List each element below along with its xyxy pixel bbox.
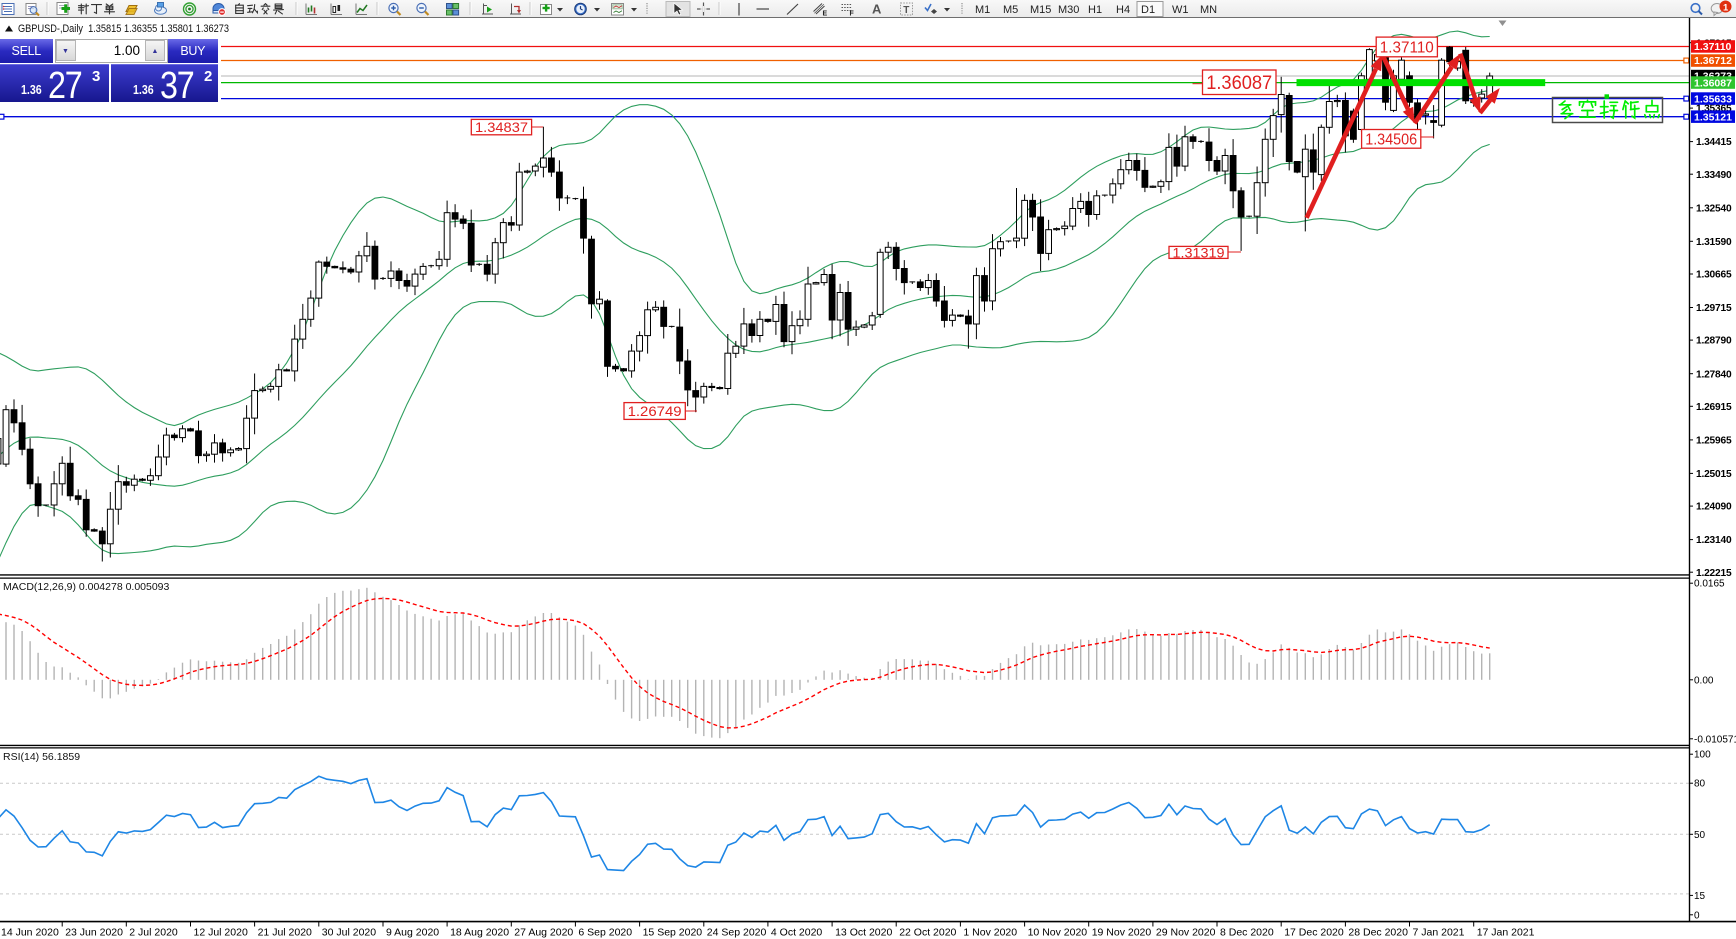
svg-text:18 Aug 2020: 18 Aug 2020 (450, 927, 509, 939)
svg-text:1.34506: 1.34506 (1365, 132, 1417, 149)
svg-text:A: A (872, 2, 882, 17)
svg-text:28 Dec 2020: 28 Dec 2020 (1348, 927, 1408, 939)
svg-text:1.35121: 1.35121 (1694, 111, 1732, 123)
svg-text:1.28790: 1.28790 (1696, 336, 1732, 347)
svg-text:1.36087: 1.36087 (1694, 77, 1732, 89)
svg-text:80: 80 (1694, 779, 1706, 790)
svg-text:1.36712: 1.36712 (1694, 55, 1732, 67)
svg-text:1.33490: 1.33490 (1696, 170, 1732, 181)
svg-text:4 Oct 2020: 4 Oct 2020 (771, 927, 823, 939)
svg-text:1.26749: 1.26749 (628, 403, 682, 419)
svg-text:21 Jul 2020: 21 Jul 2020 (258, 927, 312, 939)
svg-text:100: 100 (1694, 750, 1711, 761)
svg-text:22 Oct 2020: 22 Oct 2020 (899, 927, 956, 939)
svg-text:29 Nov 2020: 29 Nov 2020 (1156, 927, 1216, 939)
svg-text:17 Dec 2020: 17 Dec 2020 (1284, 927, 1344, 939)
svg-text:23 Jun 2020: 23 Jun 2020 (65, 927, 123, 939)
svg-text:T: T (903, 5, 909, 16)
svg-text:0.0165: 0.0165 (1694, 579, 1725, 590)
svg-text:1.34415: 1.34415 (1696, 137, 1732, 148)
svg-text:M1: M1 (975, 4, 990, 16)
svg-text:1.24090: 1.24090 (1696, 502, 1732, 513)
svg-text:13 Oct 2020: 13 Oct 2020 (835, 927, 892, 939)
svg-text:1.25965: 1.25965 (1696, 436, 1732, 447)
svg-text:1.35365: 1.35365 (1696, 104, 1732, 115)
svg-text:1 Nov 2020: 1 Nov 2020 (963, 927, 1017, 939)
svg-text:1.31590: 1.31590 (1696, 237, 1732, 248)
svg-text:F: F (850, 11, 855, 18)
svg-text:24 Sep 2020: 24 Sep 2020 (707, 927, 767, 939)
svg-text:H1: H1 (1088, 4, 1102, 16)
svg-text:D1: D1 (1141, 4, 1155, 16)
svg-text:W1: W1 (1172, 4, 1189, 16)
svg-text:1.31319: 1.31319 (1173, 244, 1225, 260)
svg-text:GBPUSD-,Daily 1.35815 1.36355: GBPUSD-,Daily 1.35815 1.36355 1.35801 1.… (18, 23, 229, 35)
svg-text:1.35633: 1.35633 (1694, 93, 1732, 105)
svg-text:12 Jul 2020: 12 Jul 2020 (194, 927, 248, 939)
svg-text:50: 50 (1694, 830, 1706, 841)
svg-text:1.22215: 1.22215 (1696, 568, 1732, 579)
svg-text:-0.010571: -0.010571 (1694, 734, 1736, 745)
svg-text:1.37110: 1.37110 (1380, 40, 1434, 57)
svg-text:15 Sep 2020: 15 Sep 2020 (643, 927, 703, 939)
svg-text:15: 15 (1694, 891, 1706, 902)
svg-text:17 Jan 2021: 17 Jan 2021 (1477, 927, 1535, 939)
svg-text:7 Jan 2021: 7 Jan 2021 (1413, 927, 1465, 939)
svg-text:27 Aug 2020: 27 Aug 2020 (514, 927, 573, 939)
svg-text:6 Sep 2020: 6 Sep 2020 (578, 927, 632, 939)
svg-text:1.36087: 1.36087 (1206, 73, 1272, 94)
svg-text:9 Aug 2020: 9 Aug 2020 (386, 927, 439, 939)
svg-text:0: 0 (1694, 910, 1700, 921)
svg-text:1.30665: 1.30665 (1696, 270, 1732, 281)
svg-text:1: 1 (1723, 3, 1729, 14)
svg-text:1.27840: 1.27840 (1696, 369, 1732, 380)
svg-text:M30: M30 (1058, 4, 1079, 16)
svg-text:E: E (823, 11, 828, 18)
svg-text:0.00: 0.00 (1694, 675, 1714, 686)
svg-text:H4: H4 (1116, 4, 1130, 16)
svg-text:1.26915: 1.26915 (1696, 402, 1732, 413)
svg-text:1.37110: 1.37110 (1694, 41, 1732, 53)
svg-text:M15: M15 (1030, 4, 1051, 16)
svg-text:2 Jul 2020: 2 Jul 2020 (129, 927, 178, 939)
svg-text:1.34837: 1.34837 (475, 119, 528, 135)
svg-text:1.32540: 1.32540 (1696, 203, 1732, 214)
svg-text:30 Jul 2020: 30 Jul 2020 (322, 927, 376, 939)
svg-text:MN: MN (1200, 4, 1217, 16)
svg-text:14 Jun 2020: 14 Jun 2020 (1, 927, 59, 939)
svg-text:RSI(14) 56.1859: RSI(14) 56.1859 (3, 751, 80, 763)
svg-text:MACD(12,26,9) 0.004278 0.00509: MACD(12,26,9) 0.004278 0.005093 (3, 581, 170, 593)
svg-text:1.23140: 1.23140 (1696, 535, 1732, 546)
svg-text:M5: M5 (1003, 4, 1018, 16)
svg-text:1.25015: 1.25015 (1696, 469, 1732, 480)
svg-text:8 Dec 2020: 8 Dec 2020 (1220, 927, 1274, 939)
svg-text:19 Nov 2020: 19 Nov 2020 (1092, 927, 1152, 939)
svg-text:1.29715: 1.29715 (1696, 303, 1732, 314)
svg-text:10 Nov 2020: 10 Nov 2020 (1028, 927, 1088, 939)
